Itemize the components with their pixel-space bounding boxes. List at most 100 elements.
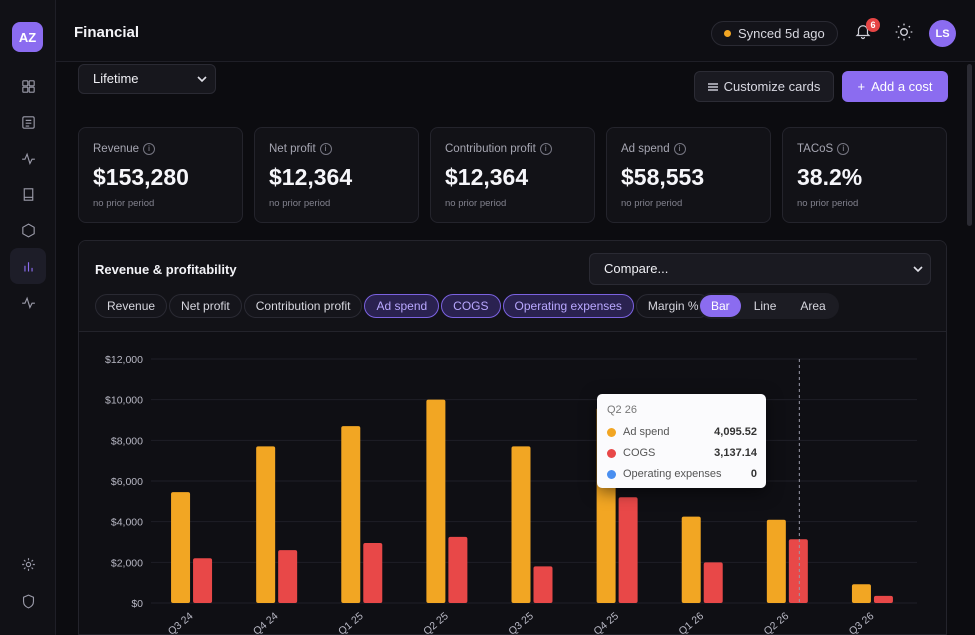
card-label: Contribution profit bbox=[445, 143, 536, 155]
chart-tooltip: Q2 26 Ad spend 4,095.52 COGS 3,137.14 Op… bbox=[597, 394, 766, 488]
period-select-value: Lifetime bbox=[93, 71, 139, 86]
card-label: TACoS bbox=[797, 143, 834, 155]
bar-ad-spend bbox=[426, 399, 446, 603]
x-tick-label: Q4 25 bbox=[591, 610, 621, 635]
tooltip-series-name: Ad spend bbox=[623, 426, 670, 438]
bell-icon[interactable]: 6 bbox=[854, 18, 880, 44]
tooltip-series-value: 0 bbox=[750, 468, 757, 480]
chevron-down-icon bbox=[197, 76, 207, 83]
revenue-profitability-panel: Revenue & profitability Compare... Reven… bbox=[78, 240, 947, 635]
panel-header: Revenue & profitability Compare... Reven… bbox=[79, 241, 946, 332]
x-tick-label: Q2 26 bbox=[762, 610, 792, 635]
metric-pill[interactable]: Net profit bbox=[169, 294, 242, 318]
chart-type-bar[interactable]: Bar bbox=[700, 295, 741, 317]
bar-cogs bbox=[873, 595, 893, 603]
bar-ad-spend bbox=[851, 584, 871, 603]
bar-chart: $12,000 $10,000 $8,000 $6,000 $4,000 $2,000 $0… bbox=[105, 354, 917, 635]
activity-icon[interactable] bbox=[10, 140, 46, 176]
info-icon[interactable]: i bbox=[319, 143, 332, 155]
topbar: Financial Synced 5d ago 6 LS bbox=[56, 0, 975, 62]
x-tick-label: Q1 25 bbox=[336, 610, 366, 635]
metric-pill[interactable]: Contribution profit bbox=[243, 294, 363, 318]
sync-status[interactable]: Synced 5d ago bbox=[711, 21, 838, 46]
bar-ad-spend bbox=[171, 492, 191, 603]
tooltip-series-name: COGS bbox=[623, 447, 656, 459]
card-sub: no prior period bbox=[93, 198, 155, 209]
x-tick-label: Q1 26 bbox=[677, 610, 707, 635]
chevron-down-icon bbox=[913, 266, 923, 273]
metric-pills: Revenue Net profit Contribution profit Ad s… bbox=[95, 294, 711, 318]
add-cost-button[interactable]: + Add a cost bbox=[842, 71, 948, 102]
x-tick-label: Q4 24 bbox=[251, 610, 281, 635]
page-scrollbar[interactable] bbox=[967, 64, 972, 226]
info-icon[interactable]: i bbox=[837, 143, 850, 155]
app-logo[interactable]: AZ bbox=[12, 22, 43, 52]
compare-select[interactable]: Compare... bbox=[589, 253, 931, 285]
card-value: 38.2% bbox=[797, 164, 863, 190]
bar-cogs bbox=[618, 497, 638, 603]
metric-pill[interactable]: Operating expenses bbox=[502, 294, 634, 318]
notification-badge: 6 bbox=[866, 18, 880, 32]
card-sub: no prior period bbox=[445, 198, 507, 209]
plus-icon: + bbox=[857, 79, 866, 94]
sun-icon[interactable] bbox=[894, 22, 914, 42]
chart-type-line[interactable]: Line bbox=[753, 299, 777, 313]
shield-icon[interactable] bbox=[10, 583, 46, 619]
x-tick-label: Q3 26 bbox=[847, 610, 877, 635]
info-icon[interactable]: i bbox=[539, 143, 552, 155]
metric-card-net-profit: Net profit i $12,364 no prior period bbox=[254, 127, 419, 223]
orders-icon[interactable] bbox=[10, 104, 46, 140]
card-label: Revenue bbox=[93, 143, 140, 155]
bar-cogs bbox=[193, 558, 213, 603]
customize-cards-button[interactable]: Customize cards bbox=[694, 71, 834, 102]
metric-card-revenue: Revenue i $153,280 no prior period bbox=[78, 127, 243, 223]
metric-pill[interactable]: Ad spend bbox=[364, 294, 440, 318]
metric-card-tacos: TACoS i 38.2% no prior period bbox=[782, 127, 947, 223]
card-sub: no prior period bbox=[797, 198, 859, 209]
sync-dot-icon bbox=[724, 30, 731, 37]
book-icon[interactable] bbox=[10, 176, 46, 212]
tooltip-series-name: Operating expenses bbox=[623, 468, 722, 480]
series-dot-icon bbox=[607, 449, 616, 458]
list-icon bbox=[707, 82, 718, 91]
panel-title: Revenue & profitability bbox=[95, 262, 237, 277]
metric-pill[interactable]: COGS bbox=[441, 294, 501, 318]
series-dot-icon bbox=[607, 470, 616, 479]
card-label: Net profit bbox=[269, 143, 316, 155]
card-label: Ad spend bbox=[621, 143, 670, 155]
tooltip-series-value: 3,137.14 bbox=[714, 447, 757, 459]
metric-pill[interactable]: Revenue bbox=[95, 294, 168, 318]
bar-ad-spend bbox=[511, 446, 531, 603]
avatar[interactable]: LS bbox=[929, 20, 956, 47]
x-tick-label: Q3 25 bbox=[506, 610, 536, 635]
period-select[interactable]: Lifetime bbox=[78, 64, 216, 94]
sync-status-label: Synced 5d ago bbox=[738, 26, 825, 41]
card-value: $12,364 bbox=[269, 164, 353, 190]
bar-chart-icon[interactable] bbox=[10, 248, 46, 284]
tooltip-title: Q2 26 bbox=[607, 404, 637, 416]
y-tick-label: $2,000 bbox=[111, 557, 143, 569]
pulse-icon[interactable] bbox=[10, 284, 46, 320]
info-icon[interactable]: i bbox=[673, 143, 686, 155]
bar-cogs bbox=[448, 536, 468, 603]
box-icon[interactable] bbox=[10, 212, 46, 248]
settings-icon[interactable] bbox=[10, 546, 46, 582]
x-tick-label: Q3 24 bbox=[166, 610, 196, 635]
y-tick-label: $10,000 bbox=[105, 395, 143, 407]
card-sub: no prior period bbox=[621, 198, 683, 209]
info-icon[interactable]: i bbox=[143, 143, 156, 155]
bar-cogs bbox=[533, 566, 553, 603]
bar-ad-spend bbox=[766, 519, 786, 603]
tooltip-series-value: 4,095.52 bbox=[714, 426, 757, 438]
y-tick-label: $0 bbox=[131, 598, 143, 610]
bar-ad-spend bbox=[341, 426, 361, 603]
customize-cards-label: Customize cards bbox=[723, 79, 821, 94]
series-dot-icon bbox=[607, 428, 616, 437]
sidebar: AZ bbox=[0, 0, 56, 635]
y-tick-label: $6,000 bbox=[111, 476, 143, 488]
compare-select-value: Compare... bbox=[604, 261, 669, 276]
dashboard-icon[interactable] bbox=[10, 68, 46, 104]
bar-cogs bbox=[278, 550, 298, 603]
chart-type-area[interactable]: Area bbox=[800, 299, 826, 313]
